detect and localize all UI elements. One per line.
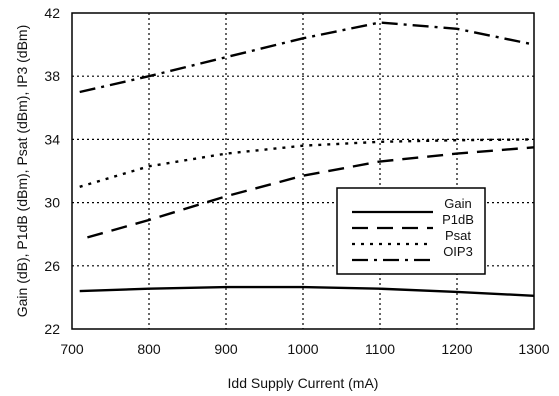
legend-label-oip3: OIP3: [443, 244, 473, 259]
series-line-oip3: [79, 21, 535, 94]
x-tick-label: 1300: [518, 341, 549, 357]
x-tick-label: 1200: [441, 341, 472, 357]
y-tick-label: 42: [44, 5, 60, 21]
y-tick-label: 38: [44, 68, 60, 84]
y-axis-ticks: 22 26 30 34 38 42: [44, 5, 60, 337]
x-tick-label: 800: [137, 341, 161, 357]
legend-label-p1db: P1dB: [442, 212, 474, 227]
grid: [72, 13, 534, 329]
plot-area: [71, 12, 535, 330]
legend-label-psat: Psat: [445, 228, 471, 243]
series-line-gain: [79, 285, 535, 297]
x-tick-label: 700: [60, 341, 84, 357]
y-tick-label: 30: [44, 195, 60, 211]
series-layer: [79, 21, 535, 297]
y-tick-label: 26: [44, 258, 60, 274]
x-axis-ticks: 700 800 900 1000 1100 1200 1300: [60, 341, 549, 357]
x-axis-title: Idd Supply Current (mA): [228, 375, 379, 391]
x-tick-label: 1000: [287, 341, 318, 357]
y-tick-label: 34: [44, 131, 60, 147]
plot-frame: [71, 12, 535, 330]
x-tick-label: 900: [214, 341, 238, 357]
y-tick-label: 22: [44, 321, 60, 337]
y-axis-title: Gain (dB), P1dB (dBm), Psat (dBm), IP3 (…: [14, 25, 30, 318]
series-line-psat: [79, 138, 535, 188]
x-tick-label: 1100: [365, 341, 395, 357]
series-line-p1db: [87, 146, 535, 239]
legend-label-gain: Gain: [444, 196, 471, 211]
